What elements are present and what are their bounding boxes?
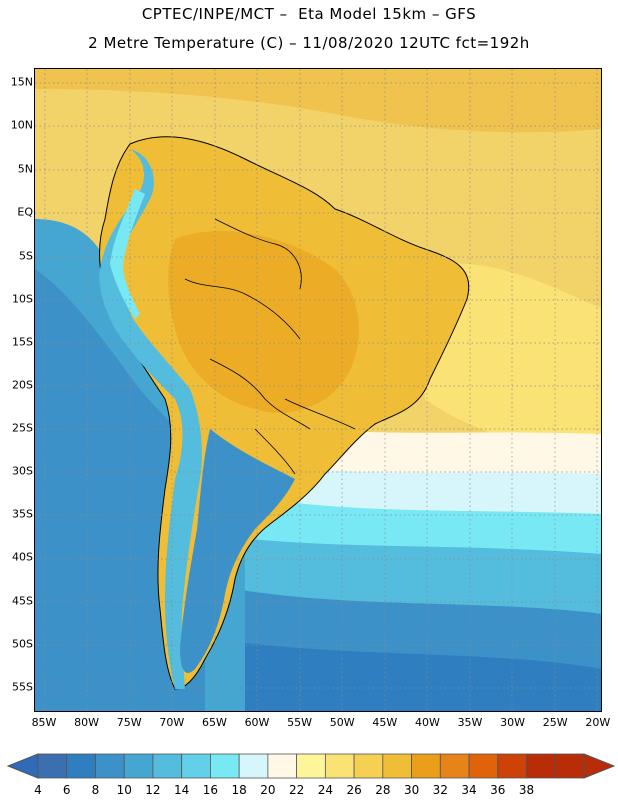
colorbar-swatch bbox=[181, 753, 211, 779]
lat-label: EQ bbox=[17, 205, 33, 219]
colorbar-label: 36 bbox=[490, 783, 506, 797]
lon-label: 55W bbox=[287, 716, 313, 729]
colorbar-swatch bbox=[66, 753, 96, 779]
north-warm-band bbox=[35, 69, 601, 133]
lon-label: 70W bbox=[159, 716, 185, 729]
map-title: CPTEC/INPE/MCT – Eta Model 15km – GFS bbox=[141, 5, 477, 23]
colorbar-swatch bbox=[554, 753, 585, 779]
colorbar-label: 34 bbox=[461, 783, 477, 797]
lat-label: 5S bbox=[19, 249, 33, 263]
lat-label: 5N bbox=[17, 162, 33, 176]
andes-north-cold bbox=[110, 189, 145, 319]
colorbar-label: 24 bbox=[317, 783, 333, 797]
lon-label: 45W bbox=[372, 716, 398, 729]
lon-label: 20W bbox=[585, 716, 611, 729]
andes-cold-strip bbox=[99, 149, 202, 689]
colorbar-label: 20 bbox=[260, 783, 276, 797]
colorbar-swatch bbox=[497, 753, 527, 779]
lon-label: 85W bbox=[31, 716, 57, 729]
lat-label: 55S bbox=[12, 680, 33, 694]
colorbar-swatch bbox=[267, 753, 298, 779]
temperature-map bbox=[34, 68, 602, 712]
lat-label: 40S bbox=[12, 550, 33, 564]
colorbar-swatch bbox=[238, 753, 269, 779]
lat-label: 45S bbox=[12, 594, 33, 608]
lat-label: 15S bbox=[12, 335, 33, 349]
colorbar-low-arrow bbox=[6, 753, 39, 779]
interior-hot-region bbox=[168, 230, 359, 413]
colorbar-label: 10 bbox=[116, 783, 132, 797]
colorbar-label: 38 bbox=[518, 783, 535, 797]
lat-label: 25S bbox=[12, 421, 33, 435]
colorbar-label: 32 bbox=[432, 783, 448, 797]
lon-label: 80W bbox=[74, 716, 100, 729]
colorbar-label: 18 bbox=[231, 783, 247, 797]
colorbar-label: 22 bbox=[288, 783, 305, 797]
colorbar-swatch bbox=[296, 753, 326, 779]
colorbar-swatch bbox=[37, 753, 68, 779]
lon-label: 60W bbox=[244, 716, 270, 729]
atlantic-warm-band bbox=[415, 263, 601, 469]
lon-label: 35W bbox=[457, 716, 483, 729]
colorbar-swatch bbox=[353, 753, 384, 779]
colorbar-swatch bbox=[210, 753, 240, 779]
lon-label: 25W bbox=[542, 716, 568, 729]
colorbar-swatch bbox=[439, 753, 470, 779]
colorbar-high-arrow bbox=[583, 753, 616, 779]
colorbar-swatch bbox=[95, 753, 125, 779]
colorbar-label: 8 bbox=[91, 783, 100, 797]
country-borders bbox=[184, 218, 356, 475]
colorbar-swatch bbox=[152, 753, 183, 779]
colorbar-swatch bbox=[324, 753, 355, 779]
lat-label: 15N bbox=[10, 75, 33, 89]
colorbar-swatch bbox=[411, 753, 441, 779]
lon-label: 50W bbox=[329, 716, 355, 729]
lat-label: 50S bbox=[12, 637, 33, 651]
lon-label: 65W bbox=[201, 716, 227, 729]
map-subtitle: 2 Metre Temperature (C) – 11/08/2020 12U… bbox=[88, 34, 530, 52]
colorbar-label: 12 bbox=[145, 783, 161, 797]
colorbar-swatch bbox=[526, 753, 556, 779]
lon-label: 30W bbox=[500, 716, 526, 729]
lat-label: 10S bbox=[12, 292, 33, 306]
lat-label: 20S bbox=[12, 378, 33, 392]
lat-label: 10N bbox=[10, 118, 33, 132]
lon-label: 40W bbox=[414, 716, 440, 729]
colorbar-swatch bbox=[123, 753, 154, 779]
colorbar-label: 4 bbox=[34, 783, 42, 797]
colorbar-label: 14 bbox=[174, 783, 190, 797]
colorbar-label: 30 bbox=[403, 783, 420, 797]
colorbar-swatch bbox=[468, 753, 499, 779]
patagonia-cold bbox=[180, 429, 295, 673]
lon-label: 75W bbox=[116, 716, 142, 729]
colorbar-swatch bbox=[382, 753, 412, 779]
graticule bbox=[35, 69, 601, 711]
colorbar bbox=[6, 753, 616, 779]
map-canvas bbox=[35, 69, 601, 711]
lat-label: 30S bbox=[12, 464, 33, 478]
lat-label: 35S bbox=[12, 507, 33, 521]
colorbar-label: 16 bbox=[202, 783, 219, 797]
colorbar-label: 6 bbox=[62, 783, 71, 797]
colorbar-label: 28 bbox=[375, 783, 391, 797]
colorbar-label: 26 bbox=[346, 783, 362, 797]
